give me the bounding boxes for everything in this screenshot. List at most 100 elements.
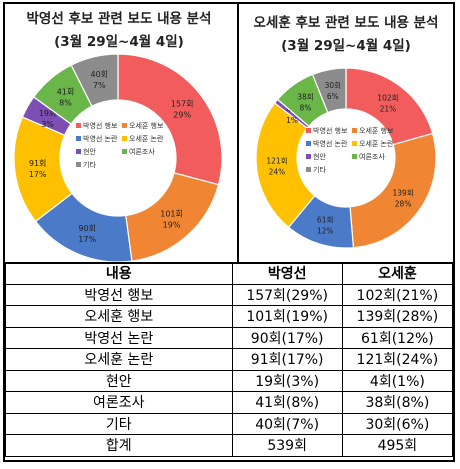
table-cell-content: 박영선 논란 — [5, 326, 233, 349]
donut-slice — [349, 132, 437, 249]
slice-percent-label: 8% — [59, 98, 72, 107]
slice-count-label: 40회 — [91, 70, 109, 79]
legend-label: 오세훈 행보 — [129, 121, 164, 130]
table-header-row: 내용 박영선 오세훈 — [5, 262, 454, 285]
legend-label: 기타 — [83, 160, 96, 169]
slice-count-label: 91회 — [29, 159, 47, 168]
chart-title-right-line1: 오세훈 후보 관련 보도 내용 분석 — [253, 15, 439, 31]
slice-percent-label: 17% — [78, 235, 96, 244]
slice-count-label: 19회 — [39, 109, 57, 118]
panel-divider — [237, 4, 239, 262]
table-row: 오세훈 행보 101회(19%) 139회(28%) — [5, 305, 454, 328]
table-cell-content: 여론조사 — [5, 391, 233, 414]
slice-percent-label: 8% — [300, 104, 312, 113]
chart-title-left-line2: (3월 29일~4월 4일) — [54, 34, 184, 50]
legend-label: 박영선 논란 — [83, 134, 118, 143]
legend-label: 박영선 행보 — [83, 121, 118, 130]
chart-title-right: 오세훈 후보 관련 보도 내용 분석 (3월 29일~4월 4일) — [237, 12, 455, 58]
legend-swatch — [76, 149, 81, 154]
slice-percent-label: 3% — [41, 120, 54, 129]
legend-label: 박영선 논란 — [313, 139, 348, 148]
legend-swatch — [352, 128, 357, 133]
legend-swatch — [76, 123, 81, 128]
legend-label: 박영선 행보 — [313, 126, 348, 135]
legend-swatch — [352, 141, 357, 146]
table-cell-content: 기타 — [5, 412, 233, 435]
summary-table: 내용 박영선 오세훈 박영선 행보 157회(29%) 102회(21%) 오세훈 행… — [5, 262, 454, 457]
legend-label: 여론조사 — [359, 152, 385, 161]
slice-percent-label: 7% — [93, 81, 106, 90]
table-cell-park: 91회(17%) — [231, 348, 343, 371]
chart-title-left-line1: 박영선 후보 관련 보도 내용 분석 — [26, 11, 212, 27]
table-cell-park: 19회(3%) — [231, 369, 343, 392]
table-cell-content: 오세훈 논란 — [5, 348, 233, 371]
donut-slice — [311, 67, 347, 114]
legend-swatch — [306, 167, 311, 172]
table-cell-park: 539회 — [231, 434, 343, 457]
table-cell-content: 오세훈 행보 — [5, 305, 233, 328]
table-cell-park: 41회(8%) — [231, 391, 343, 414]
legend-label: 현안 — [313, 152, 326, 161]
table-cell-oh: 38회(8%) — [341, 391, 454, 414]
table-cell-oh: 30회(6%) — [341, 412, 454, 435]
legend-label: 여론조사 — [129, 147, 155, 156]
table-header-park: 박영선 — [231, 262, 343, 285]
table-row: 여론조사 41회(8%) 38회(8%) — [5, 391, 454, 414]
table-row: 기타 40회(7%) 30회(6%) — [5, 412, 454, 435]
table-cell-content: 박영선 행보 — [5, 283, 233, 306]
table-row: 현안 19회(3%) 4회(1%) — [5, 369, 454, 392]
table-cell-oh: 102회(21%) — [341, 283, 454, 306]
legend-label: 오세훈 논란 — [359, 139, 394, 148]
slice-percent-label: 29% — [173, 111, 191, 120]
table-cell-park: 90회(17%) — [231, 326, 343, 349]
chart-title-left: 박영선 후보 관련 보도 내용 분석 (3월 29일~4월 4일) — [5, 8, 233, 54]
legend-swatch — [306, 141, 311, 146]
legend-swatch — [306, 154, 311, 159]
slice-percent-label: 6% — [327, 92, 339, 101]
legend-swatch — [76, 162, 81, 167]
table-cell-oh: 61회(12%) — [341, 326, 454, 349]
slice-percent-label: 21% — [380, 105, 397, 114]
table-row: 오세훈 논란 91회(17%) 121회(24%) — [5, 348, 454, 371]
table-row: 합계 539회 495회 — [5, 434, 454, 457]
slice-count-label: 157회 — [171, 100, 194, 109]
donut-charts: 157회 29% 101회 19% 90회 17% 91회 17% 19회 3% 41회 8% 40회 7… — [13, 53, 437, 262]
table-header-oh: 오세훈 — [341, 262, 454, 285]
table-cell-oh: 139회(28%) — [341, 305, 454, 328]
slice-percent-label: 17% — [29, 170, 47, 179]
legend-swatch — [122, 136, 127, 141]
slice-count-label: 101회 — [160, 210, 183, 219]
slice-percent-label: 24% — [269, 168, 286, 177]
table-cell-park: 101회(19%) — [231, 305, 343, 328]
slice-count-label: 102회 — [377, 94, 398, 103]
table-row: 박영선 논란 90회(17%) 61회(12%) — [5, 326, 454, 349]
table-cell-oh: 495회 — [341, 434, 454, 457]
table-cell-park: 157회(29%) — [231, 283, 343, 306]
legend-swatch — [122, 123, 127, 128]
legend-swatch — [76, 136, 81, 141]
slice-count-label: 121회 — [266, 157, 287, 166]
slice-count-label: 139회 — [393, 189, 414, 198]
donut-slice — [117, 53, 223, 186]
slice-count-label: 38회 — [297, 93, 313, 102]
chart-title-right-line2: (3월 29일~4월 4일) — [281, 38, 411, 54]
slice-percent-label: 19% — [163, 221, 181, 230]
table-cell-oh: 121회(24%) — [341, 348, 454, 371]
legend-swatch — [306, 128, 311, 133]
legend-swatch — [122, 149, 127, 154]
table-row: 박영선 행보 157회(29%) 102회(21%) — [5, 283, 454, 306]
slice-count-label: 90회 — [78, 224, 96, 233]
slice-count-label: 30회 — [325, 81, 341, 90]
legend-label: 현안 — [83, 147, 96, 156]
table-cell-park: 40회(7%) — [231, 412, 343, 435]
slice-count-label: 61회 — [317, 215, 333, 224]
table-cell-content: 합계 — [5, 434, 233, 457]
legend-label: 오세훈 행보 — [359, 126, 394, 135]
slice-percent-label: 1% — [286, 116, 298, 125]
table-cell-oh: 4회(1%) — [341, 369, 454, 392]
legend-swatch — [352, 154, 357, 159]
slice-count-label: 41회 — [57, 87, 75, 96]
slice-percent-label: 12% — [317, 226, 334, 235]
legend-label: 오세훈 논란 — [129, 134, 164, 143]
legend-label: 기타 — [313, 165, 326, 174]
